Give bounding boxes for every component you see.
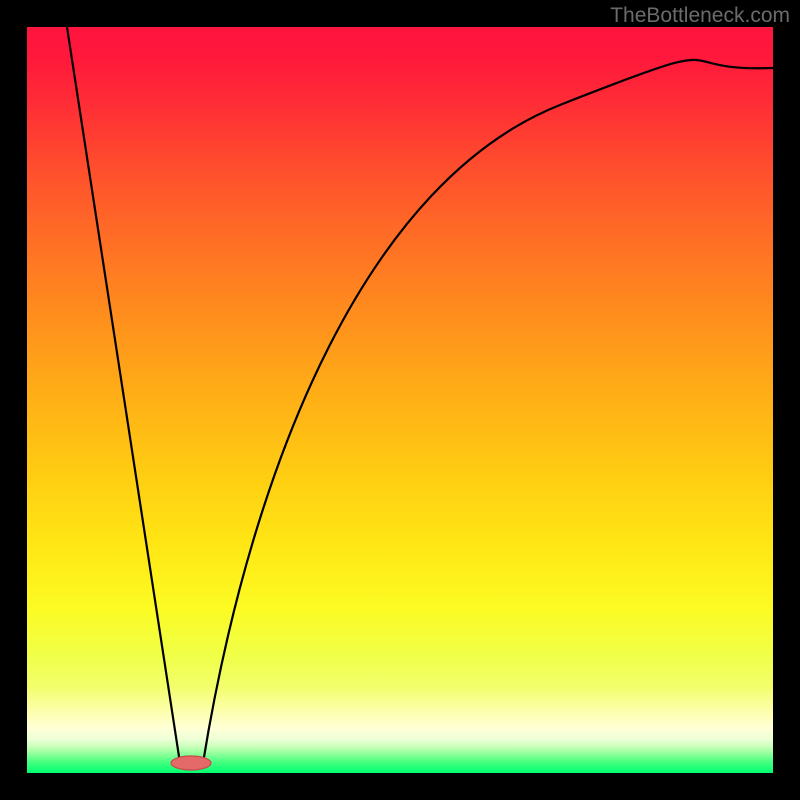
plot-gradient-area [27,27,773,773]
optimal-marker [171,756,211,770]
chart-container: TheBottleneck.com [0,0,800,800]
watermark-text: TheBottleneck.com [610,4,790,28]
bottleneck-chart [0,0,800,800]
